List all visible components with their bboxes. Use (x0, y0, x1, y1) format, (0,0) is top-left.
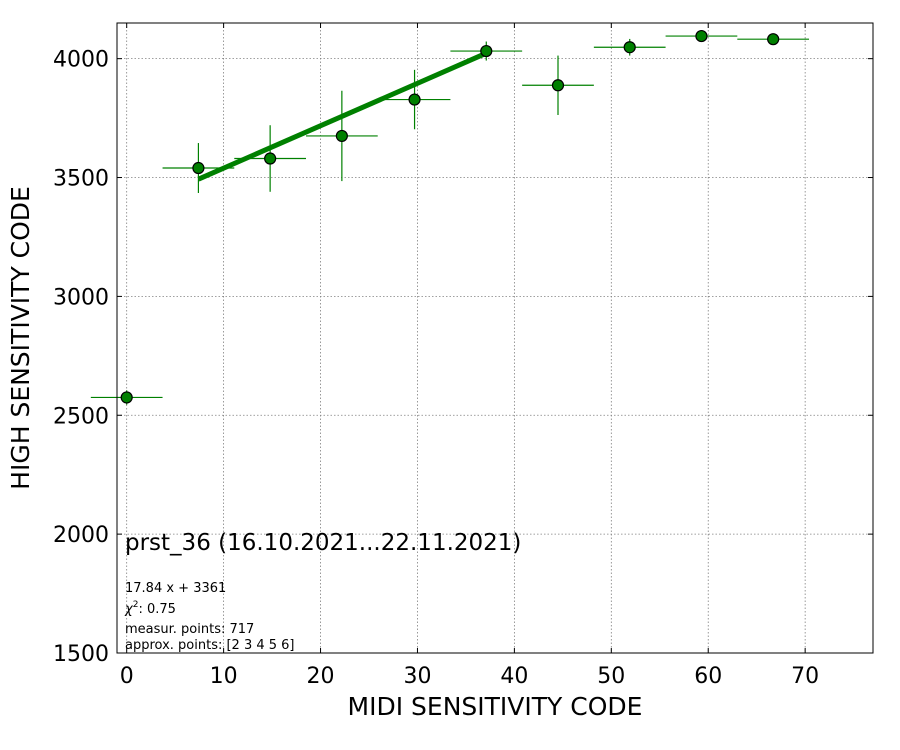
ticks-layer: 0 10 20 30 40 50 60 70 1500 2000 2500 3000 3500 4000 (53, 23, 873, 689)
x-axis-label: MIDI SENSITIVITY CODE (348, 692, 643, 721)
data-point (767, 33, 780, 46)
x-tick-label: 0 (120, 664, 134, 689)
data-point (695, 29, 708, 43)
y-tick-label: 3500 (53, 167, 109, 192)
annotation-measur-points: measur. points: 717 (125, 622, 254, 637)
x-tick-label: 30 (403, 664, 431, 689)
data-point (623, 41, 636, 54)
annotation-title: prst_36 (16.10.2021...22.11.2021) (125, 530, 521, 556)
data-point (551, 79, 565, 92)
y-tick-label: 4000 (53, 48, 109, 73)
plot-frame (116, 22, 874, 654)
x-tick-label: 60 (694, 664, 722, 689)
y-tick-label: 2000 (53, 523, 109, 548)
grid-lines (117, 23, 873, 654)
x-tick-label: 70 (791, 664, 819, 689)
data-point (408, 93, 421, 106)
annotation-chi2: χ2: 0.75 (124, 600, 176, 617)
chi2-superscript: 2 (133, 600, 139, 610)
errorbar-layer (90, 32, 810, 405)
x-tick-label: 10 (210, 664, 238, 689)
y-tick-label: 2500 (53, 404, 109, 429)
x-tick-label: 40 (500, 664, 528, 689)
y-axis-label: HIGH SENSITIVITY CODE (6, 186, 35, 490)
data-point (120, 391, 133, 404)
annotation-approx-points: approx. points: [2 3 4 5 6] (125, 638, 295, 653)
x-tick-label: 20 (307, 664, 335, 689)
data-point (335, 129, 348, 143)
x-tick-label: 50 (597, 664, 625, 689)
marker-layer (120, 29, 780, 404)
y-tick-label: 1500 (53, 642, 109, 667)
annotation-equation: 17.84 x + 3361 (125, 581, 226, 596)
y-tick-label: 3000 (53, 285, 109, 310)
data-point (264, 152, 277, 165)
chi2-symbol: χ (124, 602, 134, 617)
data-point (480, 44, 493, 58)
chi2-value: : 0.75 (138, 602, 175, 617)
data-point (192, 161, 205, 175)
